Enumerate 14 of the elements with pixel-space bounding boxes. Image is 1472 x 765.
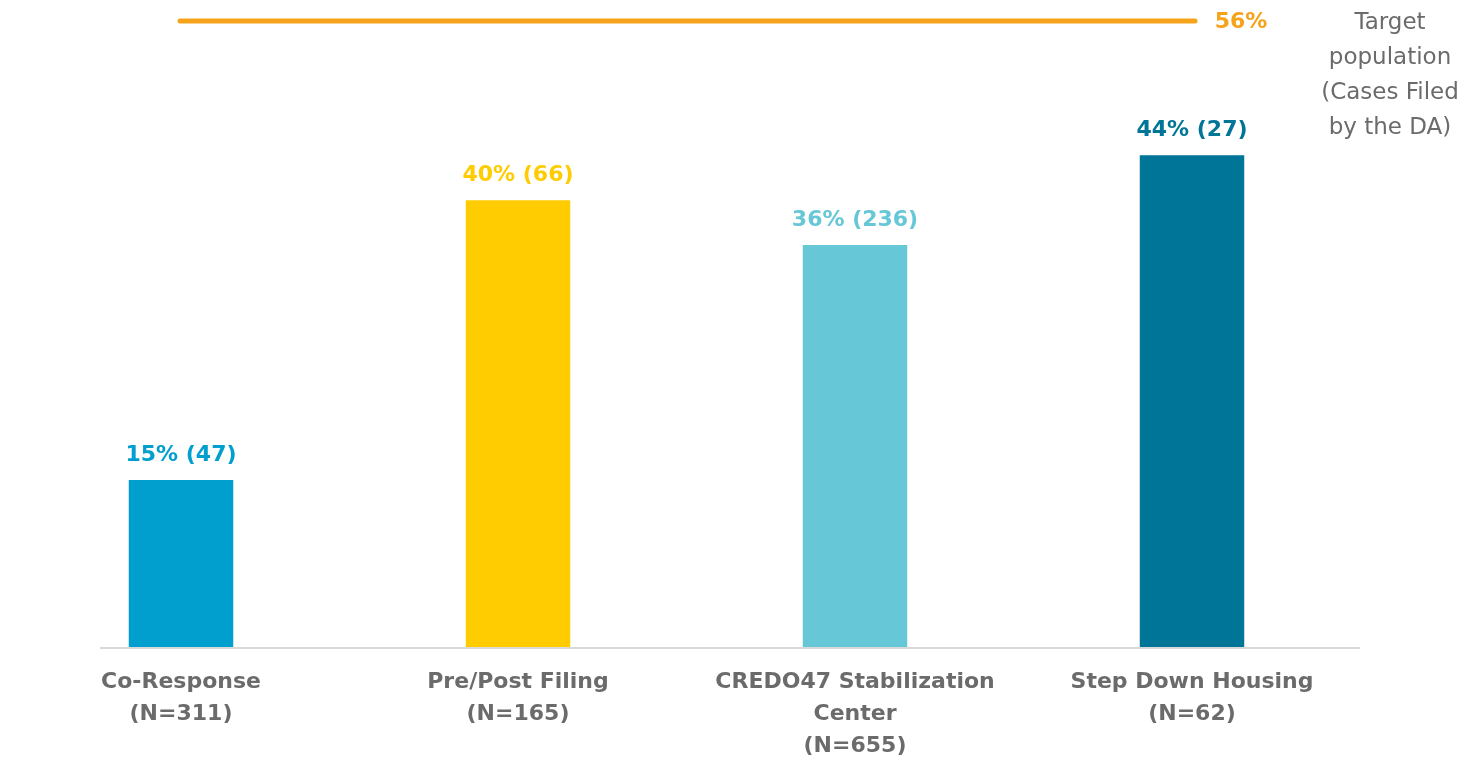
x-tick-label: CREDO47 Stabilization Center (N=655) (715, 667, 995, 757)
text: Target population (Cases Filed by the DA) (1321, 8, 1459, 139)
data-label: 36% (236) (791, 205, 919, 231)
bar (1139, 155, 1245, 648)
x-tick-label: Co-Response (N=311) (101, 667, 261, 725)
data-label: 40% (66) (462, 161, 574, 187)
bar (802, 244, 908, 648)
bar (465, 200, 571, 648)
data-label: 15% (47) (125, 441, 237, 467)
bar (128, 480, 234, 648)
x-tick-label: Pre/Post Filing (N=165) (427, 667, 609, 725)
x-tick-label: Step Down Housing (N=62) (1070, 667, 1314, 725)
data-label: 44% (27) (1136, 116, 1248, 142)
ref-line-label: 56% (1214, 8, 1268, 33)
